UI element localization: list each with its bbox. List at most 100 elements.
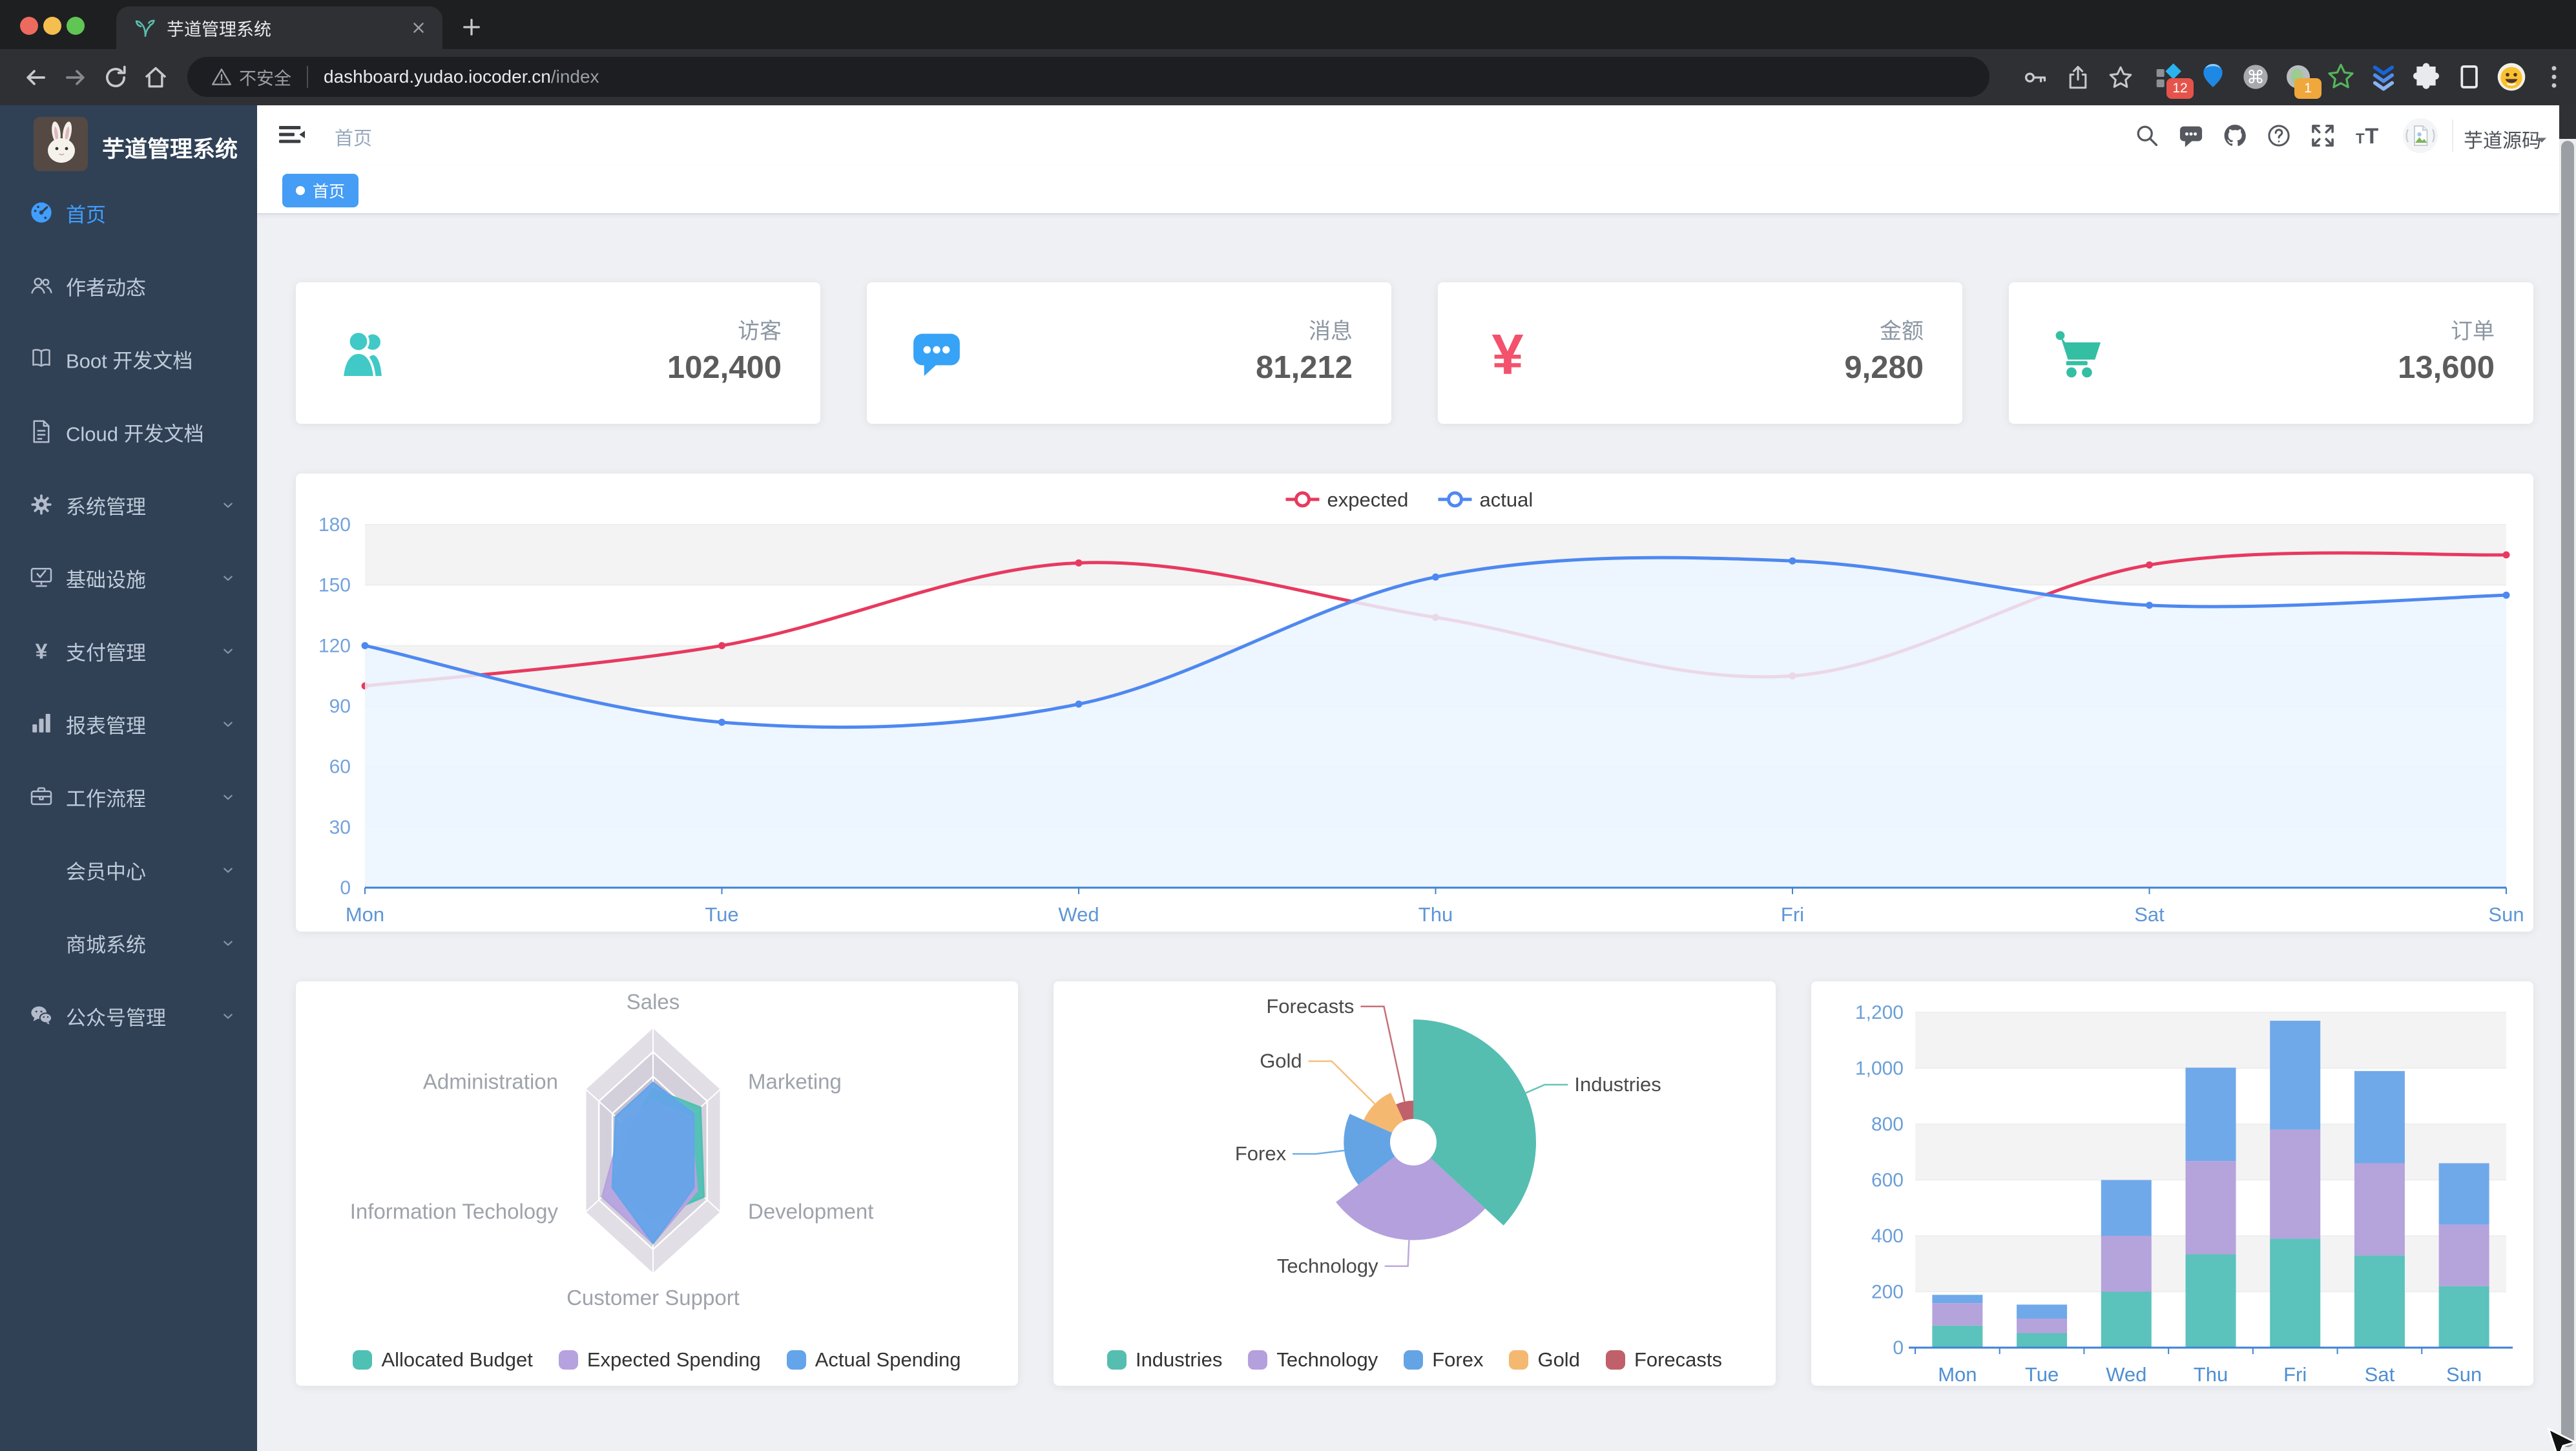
sidebar-item-商城系统[interactable]: 商城系统 xyxy=(0,906,257,979)
sidebar-item-作者动态[interactable]: 作者动态 xyxy=(0,249,257,322)
zoom-window-button[interactable] xyxy=(67,17,85,35)
pie-slice-Forex[interactable] xyxy=(1344,1114,1395,1185)
menu-dots-icon[interactable] xyxy=(2539,61,2570,92)
stat-card-订单[interactable]: 订单 13,600 xyxy=(2009,282,2533,424)
bar-segment[interactable] xyxy=(2438,1286,2489,1348)
username[interactable]: 芋道源码 xyxy=(2464,130,2541,152)
sidebar-logo[interactable]: 芋道管理系统 xyxy=(0,114,257,176)
url-bar[interactable]: 不安全 dashboard.yudao.iocoder.cn/index xyxy=(187,57,1989,97)
legend-item-Allocated Budget[interactable]: Allocated Budget xyxy=(353,1348,533,1372)
breadcrumb[interactable]: 首页 xyxy=(335,129,373,149)
squares-diamond-icon[interactable]: 12 xyxy=(2155,61,2194,99)
green-star-icon[interactable] xyxy=(2325,61,2356,92)
sidebar-item-公众号管理[interactable]: 公众号管理 xyxy=(0,979,257,1052)
minimize-window-button[interactable] xyxy=(43,17,61,35)
bar-segment[interactable] xyxy=(2438,1163,2489,1225)
legend-item-Actual Spending[interactable]: Actual Spending xyxy=(786,1348,961,1372)
briefcase-icon xyxy=(28,784,54,809)
sidebar-item-会员中心[interactable]: 会员中心 xyxy=(0,833,257,906)
bar-segment[interactable] xyxy=(2354,1070,2405,1164)
puzzle-icon[interactable] xyxy=(2411,61,2442,92)
stat-card-消息[interactable]: 消息 81,212 xyxy=(867,282,1391,424)
legend-item-Technology[interactable]: Technology xyxy=(1248,1348,1378,1372)
sidebar-item-首页[interactable]: 首页 xyxy=(0,176,257,249)
command-icon[interactable]: ⌘ xyxy=(2240,61,2271,92)
home-icon[interactable] xyxy=(142,64,169,91)
legend-item-Industries[interactable]: Industries xyxy=(1106,1348,1222,1372)
share-icon[interactable] xyxy=(2064,64,2092,91)
reload-icon[interactable] xyxy=(102,64,129,91)
legend-swatch xyxy=(1509,1350,1529,1370)
bar-segment[interactable] xyxy=(2270,1238,2321,1348)
legend-item-Gold[interactable]: Gold xyxy=(1509,1348,1580,1372)
caret-down-icon[interactable] xyxy=(2534,132,2550,148)
new-tab-button[interactable] xyxy=(459,14,484,40)
star-icon[interactable] xyxy=(2107,64,2134,91)
sidebar-item-报表管理[interactable]: 报表管理 xyxy=(0,687,257,760)
bar-segment[interactable] xyxy=(1932,1303,1983,1326)
panel-icon[interactable] xyxy=(2453,61,2484,92)
bar-segment[interactable] xyxy=(2270,1129,2321,1239)
forward-icon[interactable] xyxy=(62,64,89,91)
pie-slice-Technology[interactable] xyxy=(1336,1156,1486,1240)
legend-item-expected[interactable]: expected xyxy=(1285,488,1409,511)
bar-segment[interactable] xyxy=(2101,1291,2152,1348)
bar-segment[interactable] xyxy=(2101,1236,2152,1292)
emoji-avatar-icon[interactable] xyxy=(2496,61,2527,92)
bar-segment[interactable] xyxy=(2270,1020,2321,1130)
circle-ext-icon[interactable]: 1 xyxy=(2283,61,2322,99)
bar-segment[interactable] xyxy=(2101,1180,2152,1237)
bar-segment[interactable] xyxy=(2017,1319,2068,1333)
close-window-button[interactable] xyxy=(20,17,38,35)
hamburger-collapse-icon[interactable] xyxy=(276,121,307,149)
browser-tab[interactable]: 芋道管理系统 xyxy=(116,6,442,49)
bar-segment[interactable] xyxy=(2354,1255,2405,1348)
search-icon[interactable] xyxy=(2134,122,2161,149)
help-icon[interactable] xyxy=(2265,122,2292,149)
sidebar-item-支付管理[interactable]: ¥ 支付管理 xyxy=(0,614,257,687)
stat-card-访客[interactable]: 访客 102,400 xyxy=(296,282,820,424)
budget-radar-chart[interactable]: Sales Administration Information Techology… xyxy=(296,981,1018,1343)
sidebar-item-label: Boot 开发文档 xyxy=(66,350,193,372)
chevrons-icon[interactable] xyxy=(2368,61,2399,92)
bar-segment[interactable] xyxy=(1932,1295,1983,1304)
bar-segment[interactable] xyxy=(2185,1161,2236,1255)
back-icon[interactable] xyxy=(22,64,49,91)
bar-segment[interactable] xyxy=(2354,1163,2405,1256)
bar-segment[interactable] xyxy=(1932,1325,1983,1348)
svg-text:Sat: Sat xyxy=(2134,903,2165,926)
category-pie-chart[interactable]: Industries Technology Forex Gold Forecasts xyxy=(1054,981,1776,1343)
weekly-trend-line-chart[interactable]: 0 30 60 90 120 150 180 Mon Tue Wed Thu Fri Sat Sun exp… xyxy=(296,474,2533,932)
pie-slice-Forecasts[interactable] xyxy=(1396,1100,1413,1122)
bar-segment[interactable] xyxy=(2185,1067,2236,1162)
bar-segment[interactable] xyxy=(2438,1224,2489,1286)
balloon-icon[interactable] xyxy=(2197,61,2228,92)
sidebar-item-工作流程[interactable]: 工作流程 xyxy=(0,760,257,833)
bar-segment[interactable] xyxy=(2017,1333,2068,1348)
bar-segment[interactable] xyxy=(2185,1254,2236,1348)
sidebar-item-Boot 开发文档[interactable]: Boot 开发文档 xyxy=(0,322,257,395)
stat-value: 81,212 xyxy=(1256,350,1353,385)
bar-segment[interactable] xyxy=(2017,1304,2068,1319)
pie-slice-Industries[interactable] xyxy=(1413,1019,1536,1226)
legend-item-actual[interactable]: actual xyxy=(1438,488,1533,511)
scrollbar-thumb[interactable] xyxy=(2561,141,2574,1447)
weekly-bar-chart[interactable]: 0 200 400 600 800 1,000 1,200 Mon Tue Wed Thu Fri Sa… xyxy=(1811,981,2533,1386)
tag-home[interactable]: 首页 xyxy=(282,174,359,207)
pie-slice-Gold[interactable] xyxy=(1364,1092,1404,1133)
sidebar-item-系统管理[interactable]: 系统管理 xyxy=(0,468,257,541)
fullscreen-icon[interactable] xyxy=(2309,122,2336,149)
close-tab-icon[interactable] xyxy=(409,18,428,37)
stat-card-金额[interactable]: ¥ 金额 9,280 xyxy=(1438,282,1962,424)
legend-item-Forecasts[interactable]: Forecasts xyxy=(1605,1348,1722,1372)
user-avatar[interactable] xyxy=(2402,117,2439,154)
chat-icon[interactable] xyxy=(2177,122,2205,149)
key-icon[interactable] xyxy=(2022,64,2049,91)
legend-item-Expected Spending[interactable]: Expected Spending xyxy=(558,1348,761,1372)
github-icon[interactable] xyxy=(2221,122,2249,149)
legend-item-Forex[interactable]: Forex xyxy=(1404,1348,1483,1372)
sidebar-item-Cloud 开发文档[interactable]: Cloud 开发文档 xyxy=(0,395,257,468)
sidebar-item-基础设施[interactable]: 基础设施 xyxy=(0,541,257,614)
